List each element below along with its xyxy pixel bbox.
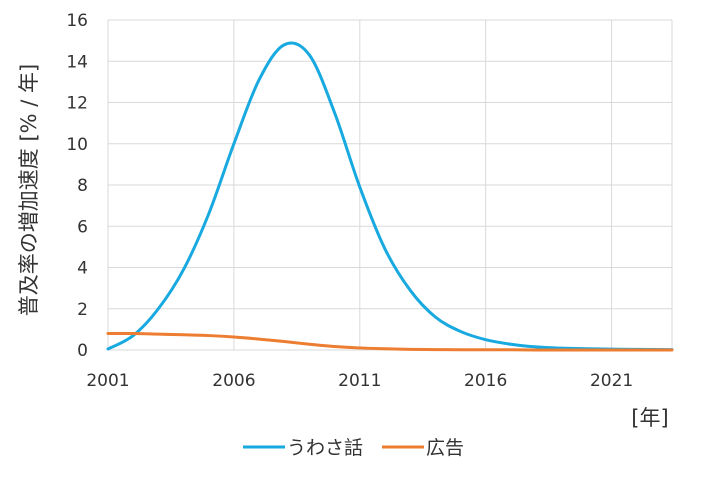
- y-tick-label: 4: [77, 259, 88, 279]
- y-tick-label: 12: [66, 94, 88, 114]
- legend-label-1: 広告: [426, 437, 464, 459]
- legend-label-0: うわさ話: [287, 437, 363, 459]
- x-tick-labels: 2001 2006 2011 2016 2021: [86, 371, 633, 391]
- series-line-1: [106, 331, 674, 352]
- x-tick-label: 2006: [212, 371, 255, 391]
- x-tick-label: 2001: [86, 371, 129, 391]
- y-tick-label: 2: [77, 300, 88, 320]
- series-line-0: [106, 41, 674, 352]
- y-tick-labels: 0 2 4 6 8 10 12 14 16: [66, 11, 88, 361]
- x-tick-label: 2011: [338, 371, 381, 391]
- y-tick-label: 16: [66, 11, 88, 31]
- series-lines: [106, 41, 674, 352]
- gridlines: [107, 19, 673, 351]
- y-tick-label: 8: [77, 176, 88, 196]
- legend: うわさ話 広告: [243, 437, 464, 459]
- y-tick-label: 6: [77, 217, 88, 237]
- x-tick-label: 2021: [590, 371, 633, 391]
- y-tick-label: 10: [66, 135, 88, 155]
- x-axis-label: [年]: [631, 406, 668, 430]
- x-tick-label: 2016: [464, 371, 507, 391]
- y-axis-label: 普及率の増加速度 [% / 年]: [17, 64, 41, 316]
- y-tick-label: 0: [77, 341, 88, 361]
- y-tick-label: 14: [66, 52, 88, 72]
